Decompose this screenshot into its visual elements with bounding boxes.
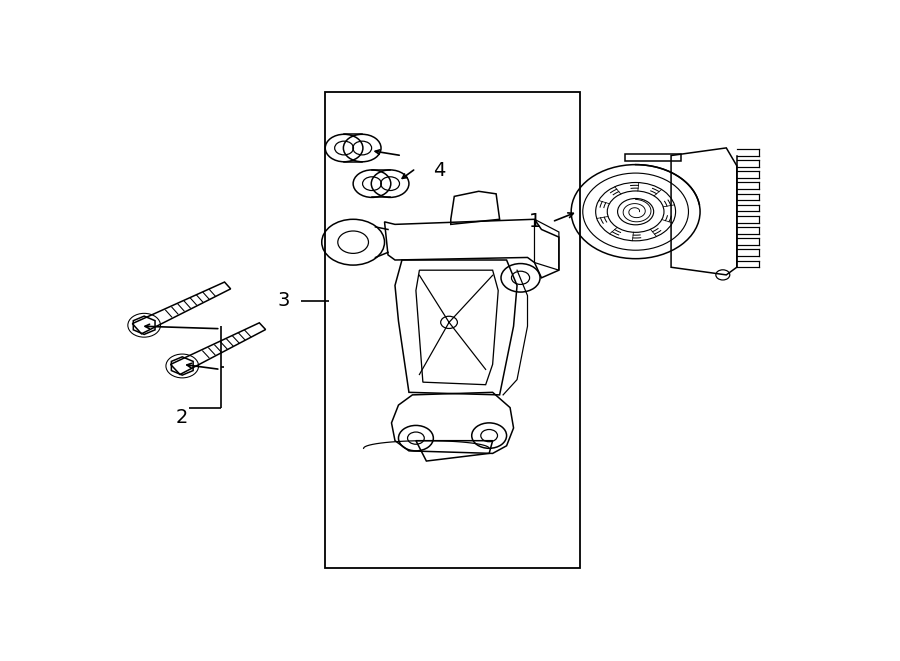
Text: 1: 1 [529, 212, 542, 231]
Bar [325, 92, 580, 568]
Text: 2: 2 [176, 408, 188, 426]
Text: 4: 4 [434, 161, 446, 180]
Text: 3: 3 [278, 292, 291, 310]
